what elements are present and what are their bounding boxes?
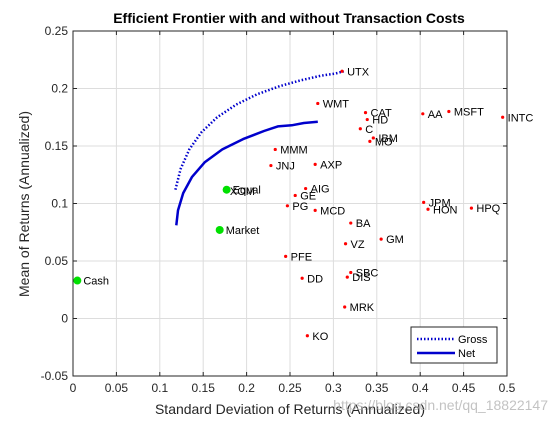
point-label-hpq: HPQ: [476, 203, 500, 215]
point-label-ge: GE: [300, 190, 316, 202]
point-label-wmt: WMT: [323, 98, 350, 110]
asset-point-ba: [349, 221, 353, 225]
point-label-dis: DIS: [352, 272, 370, 284]
point-label-hon: HON: [433, 204, 458, 216]
asset-point-ko: [305, 334, 309, 338]
asset-point-aa: [421, 112, 425, 116]
portfolio-point-market: [215, 225, 224, 234]
y-axis-label: Mean of Returns (Annualized): [16, 111, 32, 297]
asset-point-mrk: [343, 305, 347, 309]
point-label-sbc: SBC: [356, 268, 379, 280]
chart-title: Efficient Frontier with and without Tran…: [113, 10, 465, 26]
point-label-mo: MO: [375, 136, 393, 148]
legend-net-label: Net: [458, 348, 475, 360]
x-tick-label: 0.45: [452, 381, 476, 395]
x-tick-label: 0: [70, 381, 77, 395]
asset-point-pg: [285, 204, 289, 208]
asset-point-ge: [293, 193, 297, 198]
point-label-market: Market: [226, 225, 260, 237]
asset-point-c: [358, 127, 362, 131]
asset-point-dd: [300, 276, 304, 280]
point-label-ibm: IBM: [378, 133, 398, 145]
point-label-dd: DD: [307, 273, 323, 285]
asset-point-pfe: [284, 254, 288, 258]
point-label-utx: UTX: [347, 66, 370, 78]
x-tick-label: 0.1: [151, 381, 168, 395]
portfolio-point-equal: [222, 185, 231, 194]
asset-point-msft: [447, 109, 451, 114]
frontier-line-net: [175, 120, 318, 226]
x-tick-label: 0.15: [192, 381, 216, 395]
x-tick-label: 0.25: [278, 381, 302, 395]
y-tick-label: 0.25: [45, 24, 69, 38]
point-label-ba: BA: [356, 218, 371, 230]
y-tick-label: 0: [61, 312, 68, 326]
x-tick-label: 0.2: [238, 381, 255, 395]
point-label-aa: AA: [428, 109, 443, 121]
asset-point-jpm: [422, 200, 426, 204]
point-label-msft: MSFT: [454, 107, 484, 119]
y-tick-label: -0.05: [41, 369, 69, 383]
point-label-intc: INTC: [508, 112, 534, 124]
point-label-mmm: MMM: [280, 144, 308, 156]
point-label-aig: AIG: [311, 184, 330, 196]
legend-box: [410, 326, 498, 364]
x-tick-label: 0.4: [412, 381, 429, 395]
point-label-axp: AXP: [320, 159, 342, 171]
asset-point-utx: [340, 69, 344, 73]
asset-point-mmm: [273, 147, 277, 152]
asset-point-hpq: [469, 206, 474, 210]
asset-point-mo: [368, 139, 372, 143]
point-label-pfe: PFE: [291, 251, 312, 263]
portfolio-point-cash: [73, 276, 82, 285]
asset-point-axp: [313, 162, 317, 166]
plot-border: [72, 30, 508, 377]
watermark: https://blog.csdn.net/qq_18822147: [333, 397, 548, 413]
asset-point-intc: [501, 115, 505, 119]
y-tick-label: 0.05: [45, 254, 69, 268]
point-label-hd: HD: [372, 115, 388, 127]
point-label-mcd: MCD: [320, 205, 345, 217]
asset-point-gm: [379, 237, 383, 241]
y-tick-label: 0.2: [51, 82, 68, 96]
point-label-gm: GM: [386, 234, 404, 246]
asset-point-aig: [304, 186, 308, 191]
point-label-cash: Cash: [83, 276, 109, 288]
point-label-jnj: JNJ: [276, 161, 295, 173]
x-axis-label: Standard Deviation of Returns (Annualize…: [155, 401, 425, 417]
point-label-equal: Equal: [233, 185, 261, 197]
y-tick-label: 0.1: [51, 197, 68, 211]
x-tick-label: 0.05: [105, 381, 129, 395]
asset-point-vz: [343, 242, 348, 246]
point-label-ko: KO: [312, 331, 328, 343]
point-label-xom: XOM: [230, 186, 255, 198]
asset-point-cat: [363, 111, 368, 115]
legend-gross-label: Gross: [458, 334, 488, 346]
frontier-lines: [174, 70, 345, 226]
asset-point-dis: [345, 275, 349, 279]
asset-point-wmt: [316, 101, 320, 106]
asset-point-hd: [365, 117, 369, 122]
point-label-mrk: MRK: [350, 302, 375, 314]
frontier-line-gross: [174, 70, 345, 191]
legend: Gross Net: [410, 326, 498, 364]
asset-point-hon: [426, 207, 430, 211]
x-tick-label: 0.5: [499, 381, 516, 395]
x-tick-label: 0.3: [325, 381, 342, 395]
asset-point-mcd: [313, 208, 317, 212]
asset-point-ibm: [371, 136, 375, 140]
point-label-cat: CAT: [371, 108, 392, 120]
y-tick-label: 0.15: [45, 139, 69, 153]
asset-point-sbc: [349, 270, 353, 275]
point-label-pg: PG: [292, 201, 308, 213]
asset-point-jnj: [269, 163, 273, 168]
point-label-jpm: JPM: [429, 197, 451, 209]
x-tick-label: 0.35: [365, 381, 389, 395]
point-label-c: C: [365, 124, 373, 136]
point-label-vz: VZ: [351, 239, 365, 251]
